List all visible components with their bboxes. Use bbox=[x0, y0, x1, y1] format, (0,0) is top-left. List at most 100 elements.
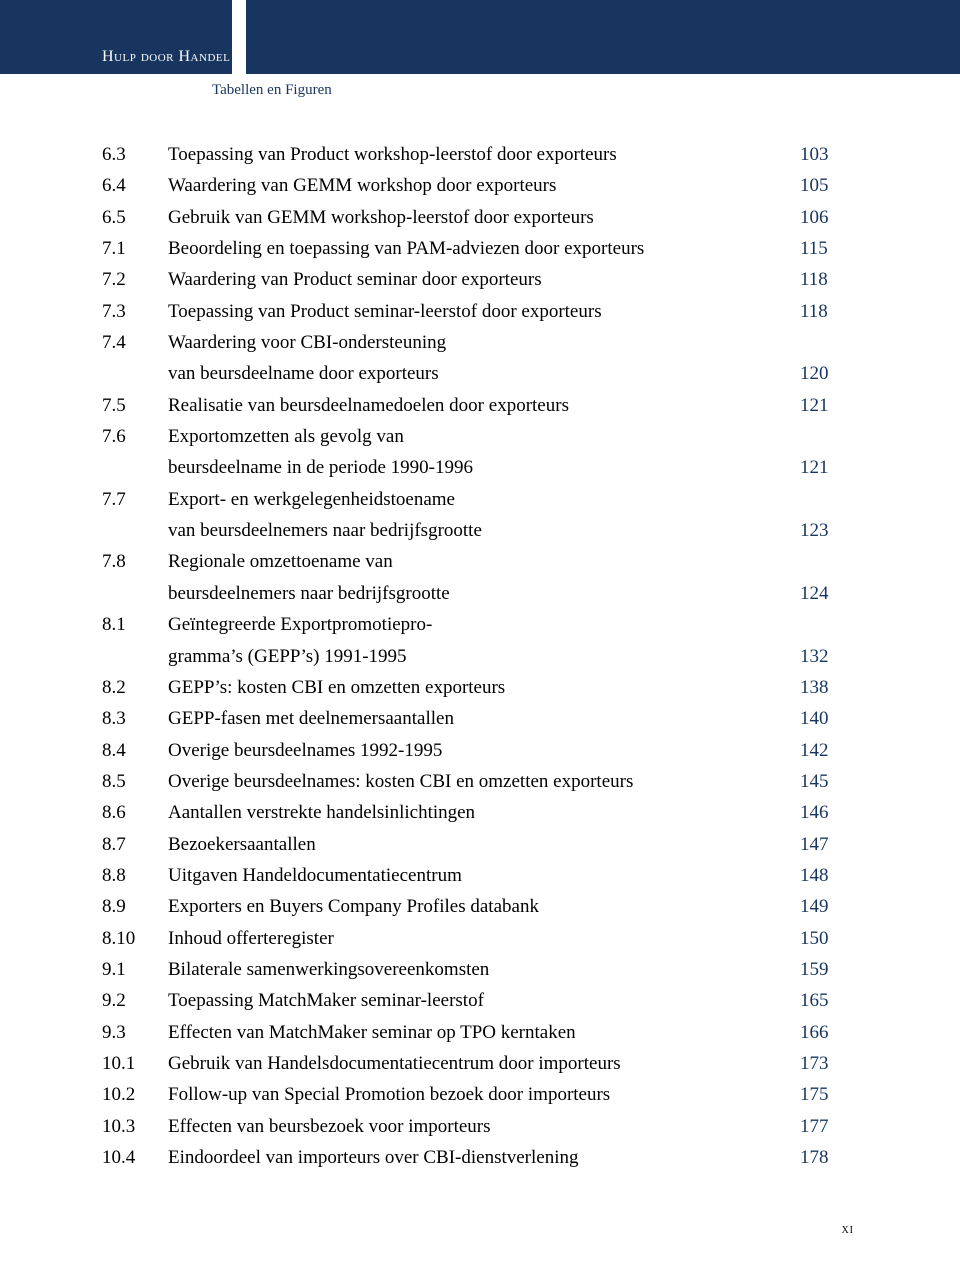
toc-entry-title: Effecten van MatchMaker seminar op TPO k… bbox=[168, 1017, 800, 1048]
toc-entry-title: Waardering van Product seminar door expo… bbox=[168, 264, 800, 295]
toc-entry-title: Follow-up van Special Promotion bezoek d… bbox=[168, 1079, 800, 1110]
toc-row: 9.3Effecten van MatchMaker seminar op TP… bbox=[102, 1017, 850, 1048]
toc-entry-number: 9.3 bbox=[102, 1017, 168, 1048]
toc-entry-number: 9.2 bbox=[102, 985, 168, 1016]
header-band: Hulp door Handel bbox=[0, 0, 960, 74]
toc-entry-number: 8.10 bbox=[102, 923, 168, 954]
page-number: xi bbox=[841, 1222, 854, 1238]
toc-entry-title: Geïntegreerde Exportpromotiepro- bbox=[168, 609, 800, 640]
toc-row-continuation: van beursdeelname door exporteurs120 bbox=[102, 358, 850, 389]
toc-entry-page: 149 bbox=[800, 891, 850, 922]
toc-entry-title-cont: van beursdeelnemers naar bedrijfsgrootte bbox=[168, 515, 800, 546]
toc-entry-title: Gebruik van Handelsdocumentatiecentrum d… bbox=[168, 1048, 800, 1079]
toc-entry-title: Effecten van beursbezoek voor importeurs bbox=[168, 1111, 800, 1142]
toc-entry-number: 10.4 bbox=[102, 1142, 168, 1173]
toc-entry-page: 138 bbox=[800, 672, 850, 703]
toc-entry-number: 8.5 bbox=[102, 766, 168, 797]
toc-entry-title: Inhoud offerteregister bbox=[168, 923, 800, 954]
toc-entry-page: 166 bbox=[800, 1017, 850, 1048]
toc-entry-title: Waardering voor CBI-ondersteuning bbox=[168, 327, 800, 358]
toc-entry-title: Eindoordeel van importeurs over CBI-dien… bbox=[168, 1142, 800, 1173]
toc-entry-page: 175 bbox=[800, 1079, 850, 1110]
document-page: Hulp door Handel Tabellen en Figuren 6.3… bbox=[0, 0, 960, 1262]
toc-row: 6.3Toepassing van Product workshop-leers… bbox=[102, 139, 850, 170]
toc-entry-page: 159 bbox=[800, 954, 850, 985]
toc-entry-title-cont: beursdeelname in de periode 1990-1996 bbox=[168, 452, 800, 483]
toc-entry-page: 132 bbox=[800, 641, 850, 672]
toc-entry-title: Waardering van GEMM workshop door export… bbox=[168, 170, 800, 201]
toc-entry-number: 8.1 bbox=[102, 609, 168, 640]
toc-entry-number: 10.2 bbox=[102, 1079, 168, 1110]
header-divider bbox=[238, 50, 240, 66]
band-right-spacer bbox=[246, 0, 960, 74]
toc-entry-page: 178 bbox=[800, 1142, 850, 1173]
toc-row: 8.2GEPP’s: kosten CBI en omzetten export… bbox=[102, 672, 850, 703]
toc-entry-number: 9.1 bbox=[102, 954, 168, 985]
toc-entry-page: 106 bbox=[800, 202, 850, 233]
toc-entry-number: 8.2 bbox=[102, 672, 168, 703]
toc-entry-number: 10.3 bbox=[102, 1111, 168, 1142]
toc-row: 7.4Waardering voor CBI-ondersteuning bbox=[102, 327, 850, 358]
toc-entry-title: GEPP’s: kosten CBI en omzetten exporteur… bbox=[168, 672, 800, 703]
toc-row: 9.1Bilaterale samenwerkingsovereenkomste… bbox=[102, 954, 850, 985]
toc-row: 8.10Inhoud offerteregister150 bbox=[102, 923, 850, 954]
toc-entry-title-cont: van beursdeelname door exporteurs bbox=[168, 358, 800, 389]
toc-row: 7.7Export- en werkgelegenheidstoename bbox=[102, 484, 850, 515]
toc-entry-number: 6.4 bbox=[102, 170, 168, 201]
toc-entry-title: Realisatie van beursdeelnamedoelen door … bbox=[168, 390, 800, 421]
toc-entry-number: 8.9 bbox=[102, 891, 168, 922]
toc-row: 7.2Waardering van Product seminar door e… bbox=[102, 264, 850, 295]
toc-entry-page: 140 bbox=[800, 703, 850, 734]
toc-row-continuation: beursdeelname in de periode 1990-1996121 bbox=[102, 452, 850, 483]
toc-entry-page: 120 bbox=[800, 358, 850, 389]
toc-entry-title: Bezoekersaantallen bbox=[168, 829, 800, 860]
toc-entry-title: Beoordeling en toepassing van PAM-adviez… bbox=[168, 233, 800, 264]
toc-row: 8.3GEPP-fasen met deelnemersaantallen140 bbox=[102, 703, 850, 734]
toc-entry-title: Bilaterale samenwerkingsovereenkomsten bbox=[168, 954, 800, 985]
toc-entry-title: Uitgaven Handeldocumentatiecentrum bbox=[168, 860, 800, 891]
toc-entry-title: Exportomzetten als gevolg van bbox=[168, 421, 800, 452]
toc-row: 8.8Uitgaven Handeldocumentatiecentrum148 bbox=[102, 860, 850, 891]
toc-entry-title-cont: gramma’s (GEPP’s) 1991-1995 bbox=[168, 641, 800, 672]
toc-row: 8.7Bezoekersaantallen147 bbox=[102, 829, 850, 860]
toc-entry-number: 7.5 bbox=[102, 390, 168, 421]
toc-entry-title: Exporters en Buyers Company Profiles dat… bbox=[168, 891, 800, 922]
toc-entry-number: 8.8 bbox=[102, 860, 168, 891]
toc-row: 8.4Overige beursdeelnames 1992-1995142 bbox=[102, 735, 850, 766]
toc-row-continuation: beursdeelnemers naar bedrijfsgrootte124 bbox=[102, 578, 850, 609]
toc-entry-number: 6.5 bbox=[102, 202, 168, 233]
toc-entry-title: Toepassing van Product seminar-leerstof … bbox=[168, 296, 800, 327]
toc-entry-page: 147 bbox=[800, 829, 850, 860]
toc-entry-page: 103 bbox=[800, 139, 850, 170]
toc-row-continuation: van beursdeelnemers naar bedrijfsgrootte… bbox=[102, 515, 850, 546]
toc-entry-number: 7.1 bbox=[102, 233, 168, 264]
toc-row: 6.4Waardering van GEMM workshop door exp… bbox=[102, 170, 850, 201]
toc-row-continuation: gramma’s (GEPP’s) 1991-1995132 bbox=[102, 641, 850, 672]
header-title-container: Hulp door Handel bbox=[100, 0, 232, 74]
header-title: Hulp door Handel bbox=[102, 48, 230, 66]
toc-entry-number: 7.8 bbox=[102, 546, 168, 577]
toc-entry-title: Toepassing van Product workshop-leerstof… bbox=[168, 139, 800, 170]
toc-row: 8.9Exporters en Buyers Company Profiles … bbox=[102, 891, 850, 922]
toc-entry-page: 105 bbox=[800, 170, 850, 201]
band-left-spacer bbox=[0, 0, 100, 74]
toc-entry-number: 8.4 bbox=[102, 735, 168, 766]
toc-row: 10.4Eindoordeel van importeurs over CBI-… bbox=[102, 1142, 850, 1173]
toc-entry-number: 7.6 bbox=[102, 421, 168, 452]
toc-entry-number: 8.6 bbox=[102, 797, 168, 828]
toc-entry-page: 124 bbox=[800, 578, 850, 609]
toc-entry-title: Regionale omzettoename van bbox=[168, 546, 800, 577]
toc-entry-title: Toepassing MatchMaker seminar-leerstof bbox=[168, 985, 800, 1016]
toc-row: 8.1Geïntegreerde Exportpromotiepro- bbox=[102, 609, 850, 640]
toc-entry-page: 148 bbox=[800, 860, 850, 891]
toc-entry-number: 8.7 bbox=[102, 829, 168, 860]
toc-row: 7.6Exportomzetten als gevolg van bbox=[102, 421, 850, 452]
header-subtitle: Tabellen en Figuren bbox=[212, 82, 960, 99]
toc-entry-page: 121 bbox=[800, 390, 850, 421]
toc-entry-page: 165 bbox=[800, 985, 850, 1016]
toc-entry-title: Export- en werkgelegenheidstoename bbox=[168, 484, 800, 515]
toc-entry-page: 142 bbox=[800, 735, 850, 766]
toc-row: 10.1Gebruik van Handelsdocumentatiecentr… bbox=[102, 1048, 850, 1079]
toc-entry-title-cont: beursdeelnemers naar bedrijfsgrootte bbox=[168, 578, 800, 609]
toc-entry-title: GEPP-fasen met deelnemersaantallen bbox=[168, 703, 800, 734]
